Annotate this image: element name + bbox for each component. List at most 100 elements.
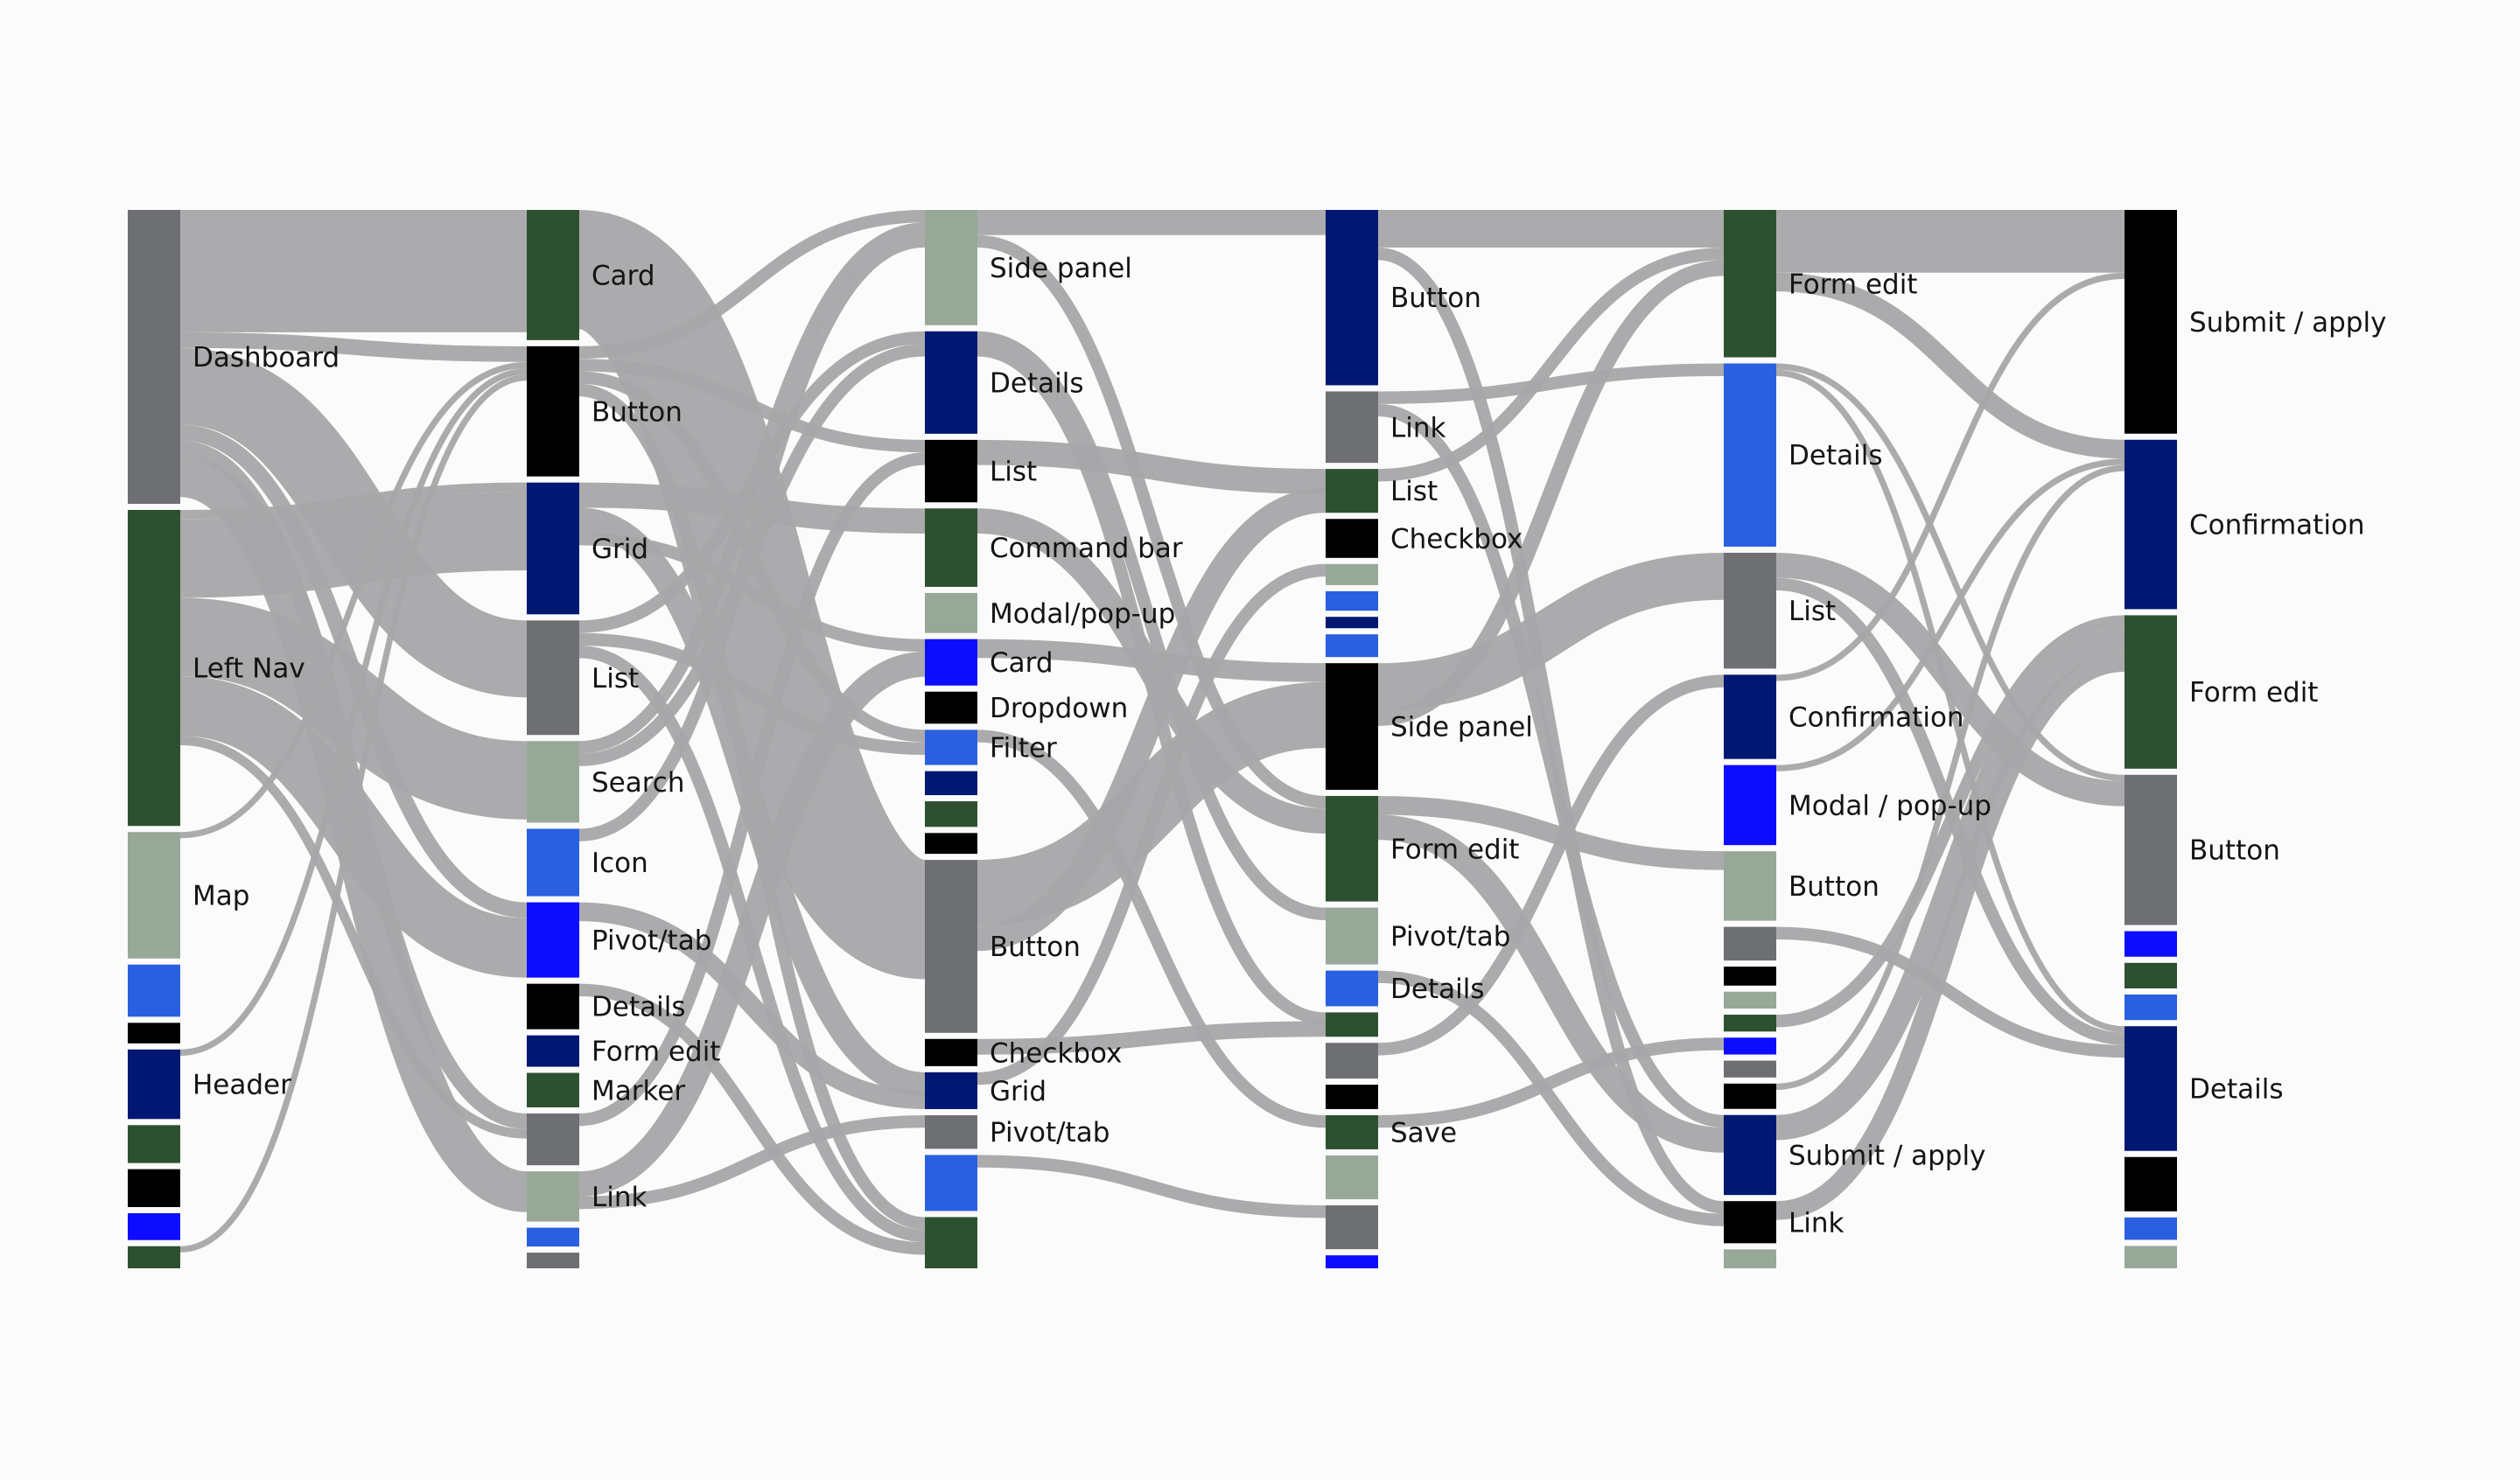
node-bar — [527, 902, 579, 978]
node-label: Save — [1390, 1117, 1457, 1148]
node-bar — [925, 210, 977, 325]
node-bar — [1724, 210, 1776, 358]
node-bar — [1724, 764, 1776, 846]
node-bar — [2124, 1156, 2177, 1211]
flow-link — [1377, 363, 1725, 404]
node-bar — [527, 983, 579, 1030]
flow-link — [179, 482, 528, 520]
node-label: Details — [592, 992, 685, 1023]
node-label: List — [1788, 596, 1836, 627]
node-bar — [925, 639, 977, 686]
flow-link — [976, 439, 1326, 494]
flow-link — [578, 902, 926, 1109]
node-label: Confirmation — [1788, 702, 1964, 734]
node-bar — [527, 1035, 579, 1067]
flow-link — [578, 482, 926, 534]
node-bar — [2124, 931, 2177, 957]
flow-link — [578, 533, 926, 653]
node-bar — [1326, 907, 1378, 965]
node-label: Search — [592, 767, 685, 799]
node-label: Confirmation — [2189, 510, 2365, 541]
node-bar — [1326, 970, 1378, 1007]
node-bar — [128, 964, 180, 1017]
flow-link — [976, 730, 1326, 1128]
flow-link — [578, 632, 926, 756]
node-bar — [925, 833, 977, 855]
flow-link — [179, 492, 528, 598]
node-bar — [2124, 962, 2177, 988]
node-bar — [1326, 634, 1378, 658]
node-label: Checkbox — [990, 1037, 1122, 1069]
node-label: Button — [990, 932, 1081, 963]
node-bar — [1326, 1043, 1378, 1079]
node-label: Button — [1390, 283, 1481, 314]
flow-link — [179, 361, 528, 839]
node-label: Form edit — [1788, 269, 1917, 300]
node-label: Command bar — [990, 533, 1183, 564]
flow-link — [1377, 674, 1725, 1056]
node-bar — [925, 771, 977, 796]
node-bar — [128, 210, 180, 504]
node-bar — [527, 1227, 579, 1247]
flow-labels: Dashboard Left Nav Map Header Card Button Grid… — [192, 253, 2386, 1239]
node-label: Link — [1390, 412, 1446, 443]
node-bar — [128, 1125, 180, 1163]
node-bar — [925, 439, 977, 503]
flow-link — [1775, 627, 2125, 1141]
node-bar — [925, 592, 977, 633]
node-bar — [1326, 1085, 1378, 1109]
node-bar — [1724, 1060, 1776, 1078]
node-bar — [925, 1217, 977, 1268]
flow-link — [1377, 970, 1725, 1226]
node-bar — [128, 1023, 180, 1044]
node-label: Checkbox — [1390, 524, 1522, 555]
node-label: Side panel — [990, 253, 1132, 284]
node-bar — [1724, 1201, 1776, 1244]
node-bar — [1326, 663, 1378, 790]
node-bar — [1326, 563, 1378, 585]
flow-link — [1775, 615, 2125, 1028]
node-label: Grid — [592, 534, 648, 565]
node-label: Details — [1390, 974, 1484, 1005]
node-bar — [128, 1246, 180, 1268]
node-label: Left Nav — [192, 653, 305, 685]
flow-link — [578, 452, 926, 1127]
flow-link — [976, 331, 1326, 920]
node-bar — [1326, 210, 1378, 386]
node-label: Pivot/tab — [1390, 921, 1510, 953]
node-bar — [527, 1113, 579, 1166]
flow-link — [1377, 260, 1725, 726]
flow-link — [1775, 552, 2125, 806]
node-bar — [925, 1155, 977, 1211]
node-bar — [1724, 1037, 1776, 1055]
node-bar — [2124, 1026, 2177, 1151]
node-label: Pivot/tab — [990, 1117, 1110, 1148]
node-bar — [128, 509, 180, 827]
node-label: Dropdown — [990, 693, 1128, 724]
node-bar — [1326, 1205, 1378, 1250]
node-bar — [2124, 439, 2177, 610]
node-label: Header — [192, 1070, 291, 1101]
node-label: List — [592, 663, 639, 695]
node-bar — [925, 1072, 977, 1109]
node-label: Grid — [990, 1076, 1046, 1107]
node-label: Submit / apply — [2189, 307, 2386, 339]
node-label: Form edit — [2189, 677, 2318, 709]
node-bar — [1724, 991, 1776, 1009]
node-label: Button — [2189, 835, 2280, 867]
flow-link — [976, 487, 1326, 952]
node-label: Side panel — [1390, 712, 1533, 743]
flow-link — [578, 652, 926, 1197]
node-label: Button — [1788, 871, 1880, 903]
node-bar — [527, 620, 579, 736]
flow-link — [179, 736, 528, 1139]
node-bar — [1724, 552, 1776, 669]
node-label: Icon — [592, 848, 648, 879]
flow-link — [179, 332, 528, 362]
node-label: Map — [192, 880, 249, 911]
node-bar — [1724, 1015, 1776, 1032]
node-bar — [1724, 1083, 1776, 1109]
node-bar — [2124, 995, 2177, 1021]
flow-link — [1775, 272, 2125, 459]
